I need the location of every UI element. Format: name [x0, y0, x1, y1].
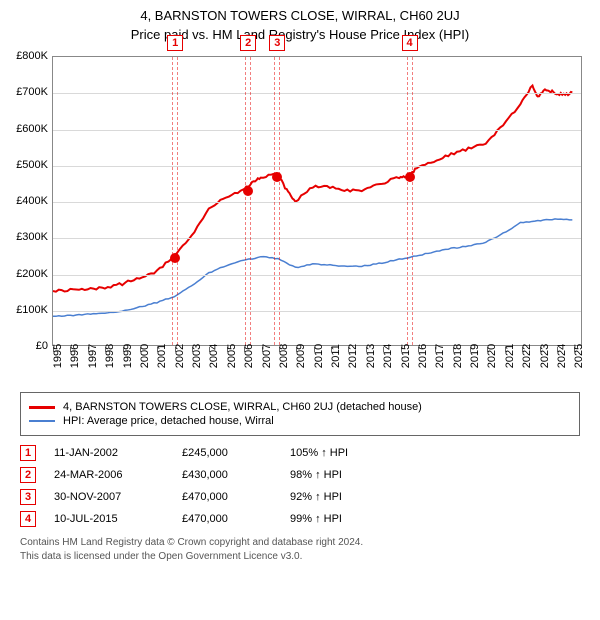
x-axis-label: 2003 [191, 344, 203, 368]
x-axis-label: 1996 [69, 344, 81, 368]
x-axis-label: 2000 [139, 344, 151, 368]
y-axis-label: £0 [36, 340, 48, 352]
sales-marker-number: 2 [20, 467, 36, 483]
footer-attribution: Contains HM Land Registry data © Crown c… [20, 536, 580, 563]
gridline [53, 238, 581, 239]
x-axis-label: 2004 [208, 344, 220, 368]
sale-marker-badge: 3 [269, 35, 285, 51]
sale-marker-band [407, 57, 413, 345]
sale-marker-dot [272, 172, 282, 182]
legend-swatch [29, 420, 55, 422]
gridline [53, 202, 581, 203]
x-axis-label: 2013 [365, 344, 377, 368]
series-line-property [53, 86, 572, 292]
sale-marker-dot [243, 186, 253, 196]
sales-price: £470,000 [182, 513, 272, 525]
sale-marker-dot [170, 253, 180, 263]
gridline [53, 275, 581, 276]
x-axis-label: 2022 [521, 344, 533, 368]
chart-lines [53, 57, 581, 345]
sales-marker-number: 3 [20, 489, 36, 505]
chart-area: 1234 £0 £100K £200K £300K £400K £500K £600K £70… [0, 46, 600, 386]
legend-label: 4, BARNSTON TOWERS CLOSE, WIRRAL, CH60 2… [63, 401, 422, 413]
x-axis-label: 2008 [278, 344, 290, 368]
x-axis-label: 2001 [156, 344, 168, 368]
x-axis-label: 2021 [504, 344, 516, 368]
legend-label: HPI: Average price, detached house, Wirr… [63, 415, 274, 427]
sales-hpi: 99% ↑ HPI [290, 513, 390, 525]
sale-marker-badge: 1 [167, 35, 183, 51]
x-axis-label: 1998 [104, 344, 116, 368]
y-axis-label: £500K [16, 159, 48, 171]
sales-price: £430,000 [182, 469, 272, 481]
sales-table: 1 11-JAN-2002 £245,000 105% ↑ HPI 2 24-MAR-20… [20, 442, 580, 530]
y-axis-label: £400K [16, 195, 48, 207]
x-axis-label: 2012 [347, 344, 359, 368]
sale-marker-dot [405, 172, 415, 182]
sale-marker-badge: 2 [240, 35, 256, 51]
sale-marker-band [245, 57, 251, 345]
sales-row: 2 24-MAR-2006 £430,000 98% ↑ HPI [20, 464, 580, 486]
footer-line: This data is licensed under the Open Gov… [20, 550, 580, 564]
legend-swatch [29, 406, 55, 409]
footer-line: Contains HM Land Registry data © Crown c… [20, 536, 580, 550]
sale-marker-band [172, 57, 178, 345]
sales-price: £470,000 [182, 491, 272, 503]
legend-item: 4, BARNSTON TOWERS CLOSE, WIRRAL, CH60 2… [29, 401, 571, 413]
sales-hpi: 105% ↑ HPI [290, 447, 390, 459]
x-axis-label: 2010 [313, 344, 325, 368]
sales-price: £245,000 [182, 447, 272, 459]
sales-row: 1 11-JAN-2002 £245,000 105% ↑ HPI [20, 442, 580, 464]
sales-date: 24-MAR-2006 [54, 469, 164, 481]
gridline [53, 166, 581, 167]
gridline [53, 93, 581, 94]
x-axis-label: 2019 [469, 344, 481, 368]
sales-date: 11-JAN-2002 [54, 447, 164, 459]
sales-hpi: 92% ↑ HPI [290, 491, 390, 503]
legend-item: HPI: Average price, detached house, Wirr… [29, 415, 571, 427]
sale-marker-band [274, 57, 280, 345]
sales-date: 10-JUL-2015 [54, 513, 164, 525]
sale-marker-badge: 4 [402, 35, 418, 51]
y-axis-label: £700K [16, 86, 48, 98]
x-axis-label: 2023 [539, 344, 551, 368]
y-axis-label: £800K [16, 50, 48, 62]
x-axis-label: 2024 [556, 344, 568, 368]
sales-hpi: 98% ↑ HPI [290, 469, 390, 481]
x-axis-label: 2025 [573, 344, 585, 368]
x-axis-label: 2002 [174, 344, 186, 368]
sales-row: 3 30-NOV-2007 £470,000 92% ↑ HPI [20, 486, 580, 508]
y-axis-label: £200K [16, 268, 48, 280]
plot-region: 1234 [52, 56, 582, 346]
x-axis-label: 2006 [243, 344, 255, 368]
sales-marker-number: 4 [20, 511, 36, 527]
legend-box: 4, BARNSTON TOWERS CLOSE, WIRRAL, CH60 2… [20, 392, 580, 436]
x-axis-label: 2016 [417, 344, 429, 368]
sales-date: 30-NOV-2007 [54, 491, 164, 503]
gridline [53, 311, 581, 312]
sales-row: 4 10-JUL-2015 £470,000 99% ↑ HPI [20, 508, 580, 530]
sales-marker-number: 1 [20, 445, 36, 461]
x-axis-label: 2007 [261, 344, 273, 368]
y-axis-label: £300K [16, 231, 48, 243]
x-axis-label: 2005 [226, 344, 238, 368]
x-axis-label: 2009 [295, 344, 307, 368]
y-axis-label: £100K [16, 304, 48, 316]
x-axis-label: 2017 [434, 344, 446, 368]
x-axis-label: 1999 [122, 344, 134, 368]
x-axis-label: 2014 [382, 344, 394, 368]
chart-container: 4, BARNSTON TOWERS CLOSE, WIRRAL, CH60 2… [0, 0, 600, 563]
x-axis-label: 1997 [87, 344, 99, 368]
title-block: 4, BARNSTON TOWERS CLOSE, WIRRAL, CH60 2… [0, 0, 600, 46]
x-axis-label: 1995 [52, 344, 64, 368]
x-axis-label: 2018 [452, 344, 464, 368]
x-axis-label: 2020 [486, 344, 498, 368]
x-axis-label: 2011 [330, 344, 342, 368]
gridline [53, 130, 581, 131]
chart-subtitle: Price paid vs. HM Land Registry's House … [10, 27, 590, 42]
chart-title-address: 4, BARNSTON TOWERS CLOSE, WIRRAL, CH60 2… [10, 8, 590, 23]
x-axis-label: 2015 [400, 344, 412, 368]
series-line-hpi [53, 219, 572, 316]
y-axis-label: £600K [16, 123, 48, 135]
